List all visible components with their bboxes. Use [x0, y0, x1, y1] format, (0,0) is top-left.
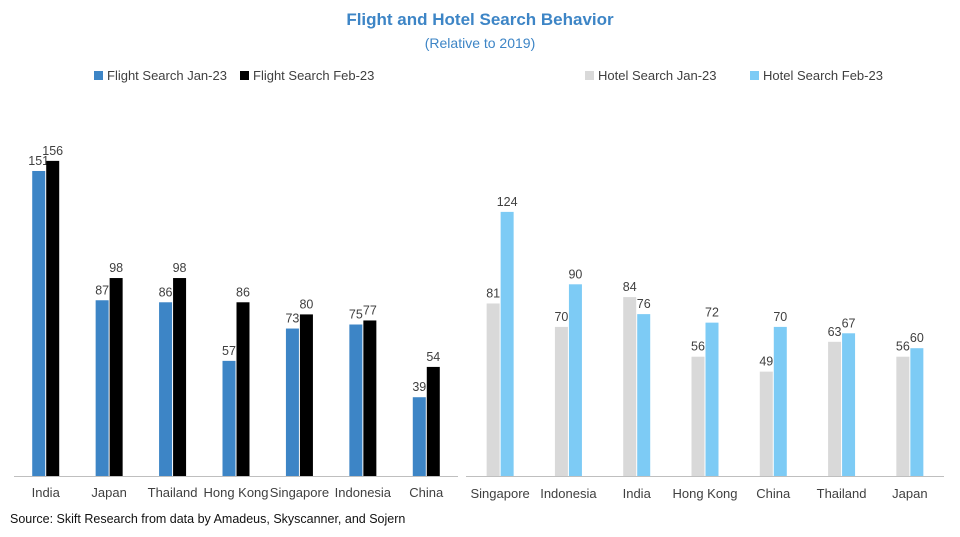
chart1-bar-feb-indonesia	[363, 320, 377, 476]
chart1-bar-jan-hong-kong	[222, 360, 236, 476]
chart1-value-label: 98	[173, 261, 187, 275]
chart1-value-label: 54	[426, 350, 440, 364]
chart2-category-label: Japan	[892, 486, 927, 501]
chart-title: Flight and Hotel Search Behavior	[346, 10, 614, 29]
chart2-value-label: 56	[691, 340, 705, 354]
chart2-category-label: Hong Kong	[672, 486, 737, 501]
chart2-value-label: 49	[759, 355, 773, 369]
chart2-bar-feb-thailand	[842, 333, 856, 476]
chart1-bar-feb-china	[426, 366, 440, 476]
chart2-bar-feb-hong-kong	[705, 322, 719, 476]
chart2-bar-feb-india	[637, 314, 651, 476]
legend-hotel-feb: Hotel Search Feb-23	[750, 66, 883, 84]
chart2-bar-jan-japan	[896, 356, 910, 476]
chart2-bar-jan-indonesia	[554, 326, 568, 476]
chart1-category-label: Singapore	[270, 485, 329, 500]
legend-label-flight-feb: Flight Search Feb-23	[253, 67, 375, 83]
chart2-category-label: China	[756, 486, 791, 501]
chart2-bar-feb-japan	[910, 348, 924, 476]
chart2-value-label: 84	[623, 280, 637, 294]
chart1-bar-jan-china	[412, 397, 426, 476]
chart1-bar-feb-japan	[109, 278, 123, 476]
chart1-value-label: 75	[349, 308, 363, 322]
chart1-bar-jan-indonesia	[349, 324, 363, 476]
chart1-value-label: 156	[42, 144, 63, 158]
chart2-value-label: 67	[842, 316, 856, 330]
chart1-value-label: 86	[236, 285, 250, 299]
legend-swatch-flight-jan	[94, 70, 103, 80]
legend-swatch-hotel-feb	[750, 70, 759, 80]
chart1-value-label: 39	[412, 380, 426, 394]
chart1-bar-feb-hong-kong	[236, 302, 250, 476]
chart1-value-label: 87	[95, 283, 109, 297]
chart2-bar-feb-china	[773, 326, 787, 476]
legend-label-hotel-jan: Hotel Search Jan-23	[598, 67, 717, 83]
chart2-value-label: 70	[773, 310, 787, 324]
chart2-value-label: 90	[568, 267, 582, 281]
legend-hotel-jan: Hotel Search Jan-23	[585, 66, 717, 84]
chart1-bar-feb-thailand	[173, 278, 187, 476]
chart1-bar-jan-india	[32, 170, 46, 477]
chart2-bar-feb-indonesia	[568, 284, 582, 476]
legend-flight-feb: Flight Search Feb-23	[240, 66, 374, 84]
legend-flight-jan: Flight Search Jan-23	[94, 66, 227, 84]
chart1-category-label: Indonesia	[335, 485, 392, 500]
chart1-category-label: Japan	[91, 485, 126, 500]
chart2-value-label: 124	[497, 195, 518, 209]
chart1-category-label: India	[32, 485, 61, 500]
chart2-category-label: Indonesia	[540, 486, 597, 501]
chart1-bar-jan-japan	[95, 300, 109, 476]
chart2-value-label: 72	[705, 306, 719, 320]
chart2-value-label: 63	[828, 325, 842, 339]
chart1-value-label: 77	[363, 303, 377, 317]
chart2-value-label: 56	[896, 340, 910, 354]
chart1-category-label: China	[409, 485, 444, 500]
chart2-bar-jan-china	[759, 371, 773, 476]
chart1-value-label: 80	[299, 297, 313, 311]
chart1-category-label: Thailand	[148, 485, 198, 500]
chart1-category-label: Hong Kong	[203, 485, 268, 500]
chart2-bar-jan-thailand	[828, 341, 842, 476]
chart2-category-label: Thailand	[817, 486, 867, 501]
chart2-value-label: 70	[554, 310, 568, 324]
chart1-bar-feb-india	[46, 160, 60, 476]
chart2-value-label: 60	[910, 331, 924, 345]
chart1-bar-jan-singapore	[285, 328, 299, 476]
legend-swatch-hotel-jan	[585, 70, 594, 80]
chart1-value-label: 57	[222, 344, 236, 358]
chart2-bar-jan-hong-kong	[691, 356, 705, 476]
chart1-value-label: 98	[109, 261, 123, 275]
chart1-bar-jan-thailand	[159, 302, 173, 476]
chart2-value-label: 76	[637, 297, 651, 311]
legend-swatch-flight-feb	[240, 70, 249, 80]
chart2-value-label: 81	[486, 286, 500, 300]
chart2-bar-jan-singapore	[486, 303, 500, 476]
chart2-category-label: India	[623, 486, 652, 501]
chart1-value-label: 73	[285, 312, 299, 326]
chart1-value-label: 151	[28, 154, 49, 168]
source-note: Source: Skift Research from data by Amad…	[10, 512, 406, 526]
chart-subtitle: (Relative to 2019)	[424, 35, 536, 51]
legend-label-hotel-feb: Hotel Search Feb-23	[763, 67, 883, 83]
chart1-bar-feb-singapore	[299, 314, 313, 476]
chart1-value-label: 86	[159, 285, 173, 299]
chart2-bar-jan-india	[623, 297, 637, 476]
legend-label-flight-jan: Flight Search Jan-23	[107, 67, 227, 83]
chart2-bar-feb-singapore	[500, 211, 514, 476]
chart2-category-label: Singapore	[471, 486, 530, 501]
